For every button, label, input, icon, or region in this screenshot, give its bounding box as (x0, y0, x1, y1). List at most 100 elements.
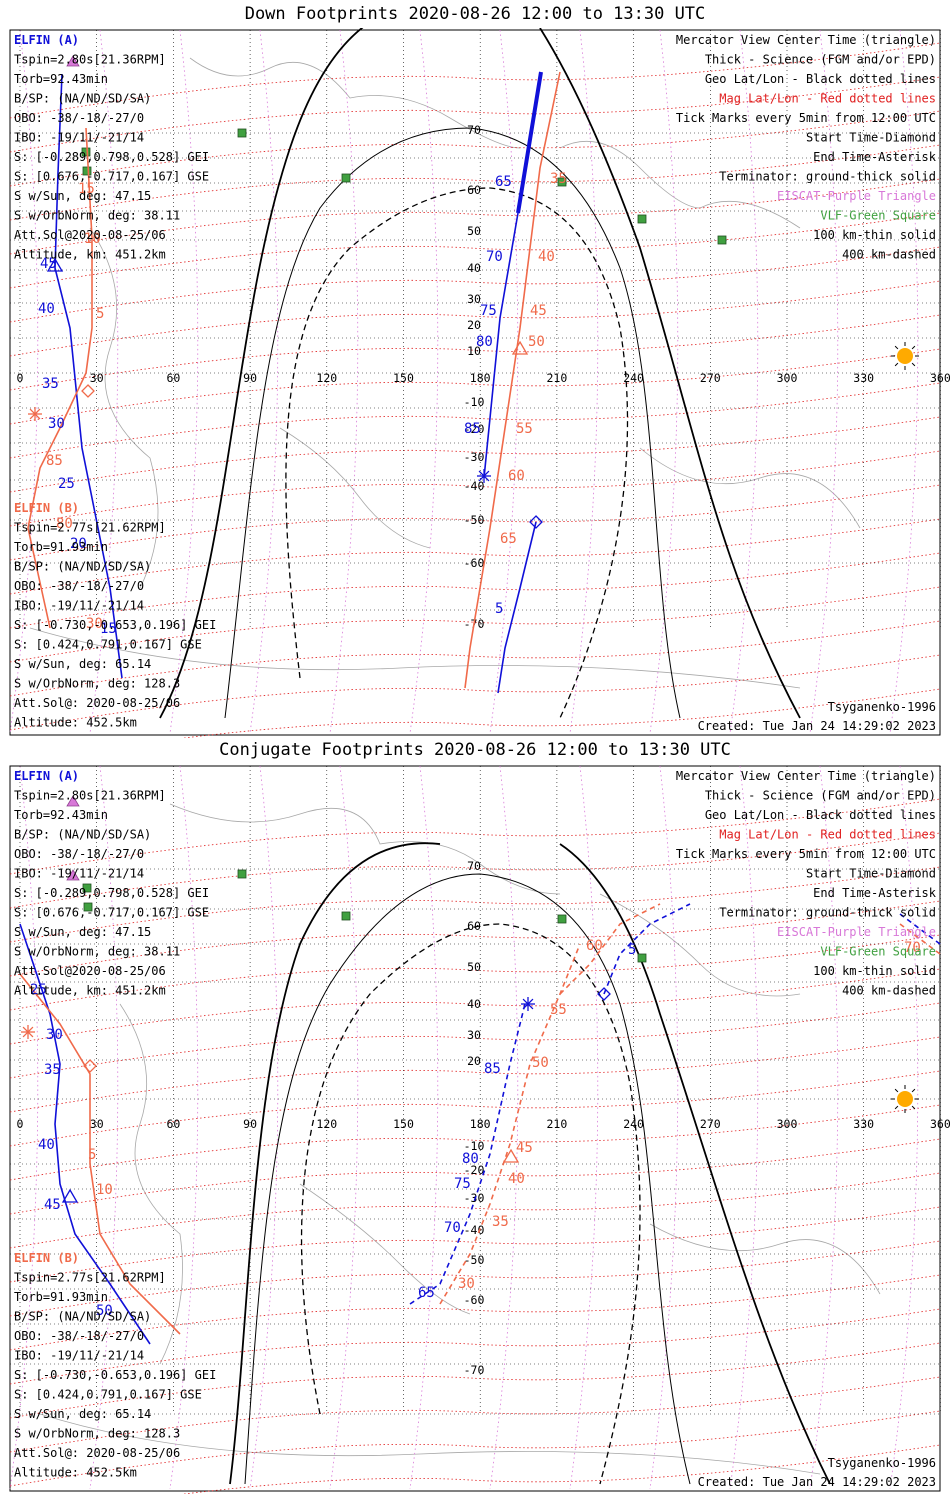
elfin-b-time-label: 10 (96, 1182, 113, 1198)
elfin-a-info-line: B/SP: (NA/ND/SD/SA) (14, 828, 151, 842)
end-time-asterisk (478, 470, 490, 482)
lat-tick-label: -60 (464, 556, 485, 570)
mag-lon-line (329, 29, 359, 734)
legend-line: Start Time-Diamond (806, 131, 936, 145)
lon-tick-label: 60 (166, 371, 180, 385)
start-time-diamond (529, 515, 543, 529)
elfin-b-time-label: 50 (532, 1055, 549, 1071)
mag-lon-line (889, 765, 919, 1490)
conjugate-footprints-map: 0 30 60 90 120 150 180 210 240 270 300 330 360 70 60 50… (9, 765, 950, 1494)
lon-tick-label: 270 (700, 1117, 721, 1131)
vlf-station-square (557, 177, 567, 187)
mag-lon-line (409, 765, 439, 1490)
lat-tick-label: -50 (464, 513, 485, 527)
elfin-b-time-label: 85 (46, 453, 63, 469)
elfin-b-info-line: S: [0.424,0.791,0.167] GSE (14, 1388, 202, 1402)
elfin-a-time-label: 85 (484, 1061, 501, 1077)
lat-tick-label: 70 (467, 123, 481, 137)
elfin-a-time-label: 30 (48, 416, 65, 432)
legend-line: VLF-Green Square (820, 209, 936, 223)
lat-tick-label: 40 (467, 261, 481, 275)
coastline-outline (559, 141, 801, 229)
elfin-b-time-label: 5 (96, 306, 104, 322)
elfin-a-name: ELFIN (A) (14, 769, 79, 783)
elfin-b-info-line: Tspin=2.77s[21.62RPM] (14, 521, 166, 535)
elfin-a-info-line: S w/Sun, deg: 47.15 (14, 925, 151, 939)
elfin-a-time-label: 40 (38, 301, 55, 317)
elfin-b-info-line: Altitude: 452.5km (14, 1466, 137, 1480)
elfin-a-time-label: 85 (464, 421, 481, 437)
lat-tick-label: -40 (464, 1223, 485, 1237)
elfin-a-info-line: B/SP: (NA/ND/SD/SA) (14, 92, 151, 106)
map-frame (9, 765, 941, 1492)
panel-title: Conjugate Footprints 2020-08-26 12:00 to… (219, 740, 731, 760)
vlf-station-square (82, 166, 92, 176)
center-time-triangle (46, 257, 64, 272)
down-footprints-map: 0 30 60 90 120 150 180 210 240 270 300 330 360 70 60 50… (9, 28, 950, 738)
elfin-b-time-label: 15 (78, 181, 95, 197)
elfin-b-track (27, 127, 93, 629)
elfin-b-name: ELFIN (B) (14, 1251, 79, 1265)
lon-tick-label: 30 (90, 371, 104, 385)
elfin-a-track (603, 903, 691, 995)
coastline-outline (89, 227, 159, 589)
legend-line: 100 km-thin solid (813, 228, 936, 242)
elfin-a-time-label: 5 (495, 601, 503, 617)
elfin-b-time-label: 40 (508, 1171, 525, 1187)
elfin-b-info-line: Torb=91.93min (14, 1290, 108, 1304)
elfin-a-info-line: S w/OrbNorm, deg: 38.11 (14, 945, 180, 959)
lon-tick-label: 360 (930, 1117, 950, 1131)
elfin-b-time-label: 55 (516, 421, 533, 437)
lat-tick-label: 40 (467, 997, 481, 1011)
lat-tick-label: 30 (467, 1028, 481, 1042)
model-name: Tsyganenko-1996 (828, 700, 936, 714)
vlf-station-square (83, 902, 93, 912)
panel-title: Down Footprints 2020-08-26 12:00 to 13:3… (244, 4, 706, 24)
lat-tick-label: 30 (467, 292, 481, 306)
lat-tick-label: 20 (467, 318, 481, 332)
elfin-a-time-label: 25 (30, 982, 47, 998)
elfin-a-time-label: 40 (38, 1137, 55, 1153)
elfin-b-info-line: S w/OrbNorm, deg: 128.3 (14, 1427, 180, 1441)
eiscat-triangle (66, 55, 80, 67)
elfin-b-time-label: 80 (56, 516, 73, 532)
created-timestamp: Created: Tue Jan 24 14:29:02 2023 (698, 719, 936, 733)
mag-lon-line (729, 765, 759, 1490)
sun-ray (911, 345, 916, 350)
legend-line: Mercator View Center Time (triangle) (676, 769, 936, 783)
elfin-a-time-label: 65 (418, 1285, 435, 1301)
legend-line: Geo Lat/Lon - Black dotted lines (705, 808, 936, 822)
elfin-b-time-label: 30 (86, 616, 103, 632)
mag-lon-line (329, 765, 359, 1490)
legend-line: Thick - Science (FGM and/or EPD) (705, 789, 936, 803)
elfin-b-info-line: Altitude: 452.5km (14, 716, 137, 730)
elfin-a-time-label: 45 (44, 1197, 61, 1213)
lon-tick-label: 180 (470, 371, 491, 385)
terminator-line (159, 28, 801, 719)
elfin-b-time-label: 60 (508, 468, 525, 484)
elfin-a-info-line: IBO: -19/11/-21/14 (14, 867, 144, 881)
elfin-b-time-label: 35 (492, 1214, 509, 1230)
legend-line: Mag Lat/Lon - Red dotted lines (719, 828, 936, 842)
lat-tick-label: 50 (467, 224, 481, 238)
legend-line: End Time-Asterisk (813, 150, 937, 164)
elfin-a-info-line: Torb=92.43min (14, 808, 108, 822)
sun-icon (897, 348, 913, 364)
lat-tick-label: -10 (464, 1139, 485, 1153)
elfin-a-info-line: Altitude, km: 451.2km (14, 248, 166, 262)
legend-line: Terminator: ground-thick solid (719, 906, 936, 920)
elfin-a-time-label: 45 (40, 256, 57, 272)
mag-lon-line (809, 29, 839, 734)
lat-tick-label: -50 (464, 1253, 485, 1267)
elfin-a-info-line: S: [0.676,-0.717,0.167] GSE (14, 170, 209, 184)
elfin-a-info-line: Altitude, km: 451.2km (14, 984, 166, 998)
elfin-b-time-label: 10 (84, 231, 101, 247)
elfin-a-track (497, 521, 537, 694)
coastline-outline (299, 1183, 471, 1315)
elfin-a-track (516, 71, 543, 214)
elfin-a-time-label: 75 (480, 303, 497, 319)
lat-tick-label: -70 (464, 1363, 485, 1377)
center-time-triangle (502, 1148, 520, 1163)
center-time-triangle (61, 1188, 79, 1203)
lon-tick-label: 300 (777, 1117, 798, 1131)
